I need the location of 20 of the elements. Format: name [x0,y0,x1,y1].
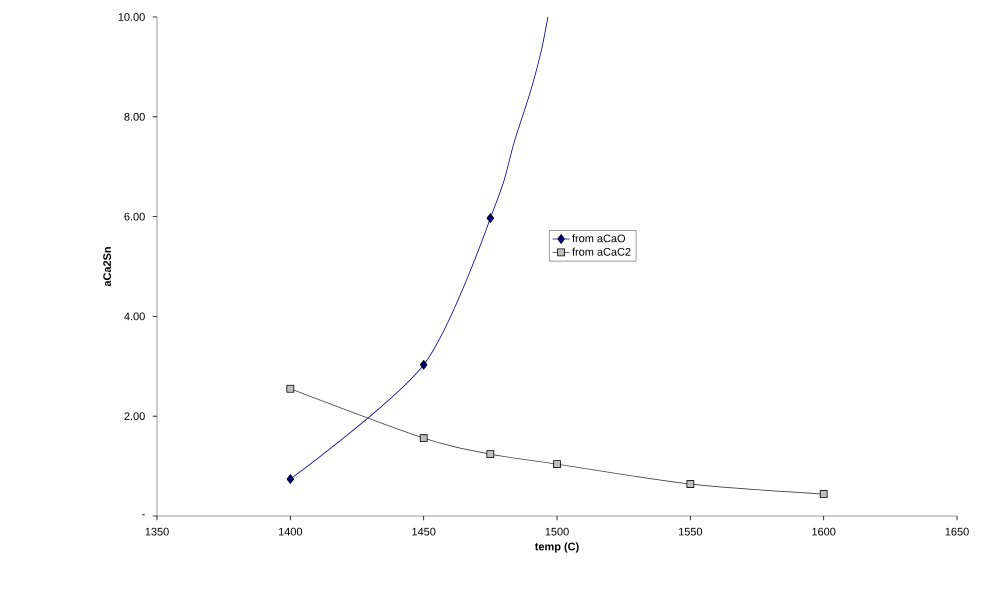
point [420,360,428,370]
y-tick-label: 10.00 [118,13,145,21]
legend-label: from aCaO [572,234,626,242]
point [486,213,494,223]
y-tick-label: - [142,514,145,516]
x-tick-label: 1350 [146,528,169,536]
x-tick-label: 1400 [278,528,302,536]
legend-label: from aCaC2 [572,248,631,256]
x-tick-label: 1650 [946,528,969,536]
x-tick-label: 1550 [678,528,702,536]
x-tick-label: 1500 [546,528,569,536]
x-tick-label: 1600 [812,528,836,536]
y-tick-label: 6.00 [124,212,145,220]
y-tick-label: 4.00 [124,312,145,320]
y-axis-title: aCa2Sn [103,247,111,286]
x-axis-title: temp (C) [534,542,579,553]
y-tick-label: 2.00 [124,412,145,420]
y-tick-label: 8.00 [124,112,145,121]
point [286,474,294,484]
x-tick-label: 1450 [412,528,436,536]
